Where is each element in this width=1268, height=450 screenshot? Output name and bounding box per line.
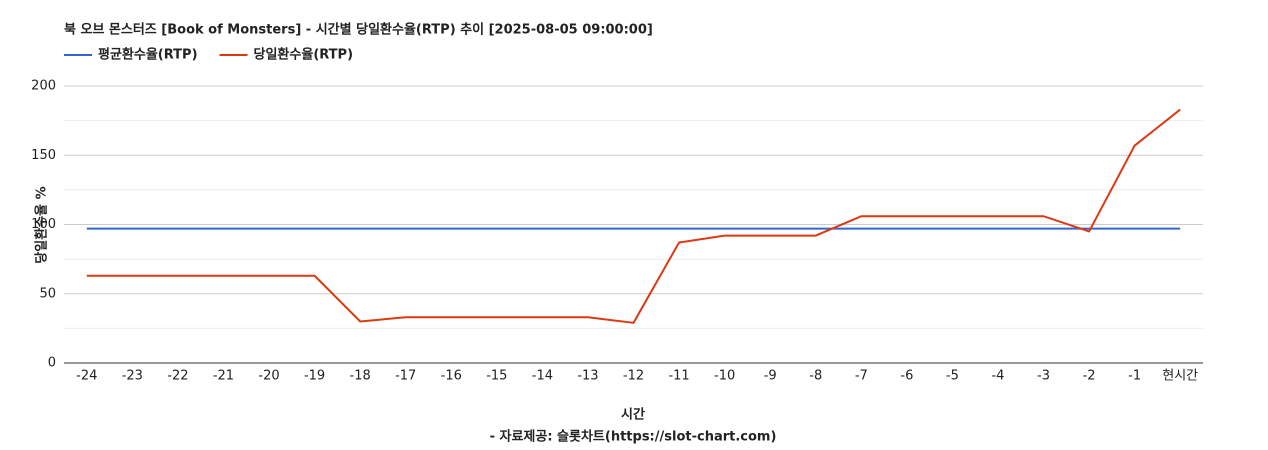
legend-label: 평균환수율(RTP) [98, 47, 198, 63]
y-tick-label: 150 [31, 148, 56, 163]
x-tick-label: -1 [1128, 369, 1141, 384]
y-tick-label: 200 [31, 79, 56, 94]
y-tick-label: 0 [48, 356, 56, 371]
x-tick-label: -13 [577, 369, 598, 384]
x-tick-label: -24 [76, 369, 97, 384]
x-tick-label: -15 [486, 369, 507, 384]
x-tick-label: -17 [395, 369, 416, 384]
x-tick-label: -16 [441, 369, 462, 384]
x-tick-label: -20 [258, 369, 279, 384]
x-tick-label: -19 [304, 369, 325, 384]
source-note: - 자료제공: 슬롯차트(https://slot-chart.com) [490, 429, 777, 445]
x-tick-label: -6 [900, 369, 913, 384]
x-tick-label: -7 [855, 369, 868, 384]
x-tick-label: -22 [167, 369, 188, 384]
y-tick-label: 50 [39, 286, 56, 301]
x-tick-label: -21 [213, 369, 234, 384]
x-tick-label: -12 [623, 369, 644, 384]
x-tick-label: -11 [668, 369, 689, 384]
x-tick-label: -18 [350, 369, 371, 384]
y-tick-label: 100 [31, 217, 56, 232]
x-tick-label: -23 [122, 369, 143, 384]
line-series [86, 108, 1181, 324]
legend-label: 당일환수율(RTP) [254, 47, 354, 63]
chart-title: 북 오브 몬스터즈 [Book of Monsters] - 시간별 당일환수율… [64, 22, 653, 38]
y-axis-title: 당일환수율 % [34, 186, 50, 263]
x-tick-label: -9 [764, 369, 777, 384]
x-tick-label: -3 [1037, 369, 1050, 384]
x-tick-label: 현시간 [1162, 369, 1198, 384]
x-tick-label: -14 [532, 369, 553, 384]
x-tick-label: -4 [991, 369, 1004, 384]
x-axis-title: 시간 [621, 407, 645, 423]
x-tick-label: -5 [946, 369, 959, 384]
x-tick-label: -10 [714, 369, 735, 384]
x-tick-label: -2 [1083, 369, 1096, 384]
x-tick-label: -8 [809, 369, 822, 384]
